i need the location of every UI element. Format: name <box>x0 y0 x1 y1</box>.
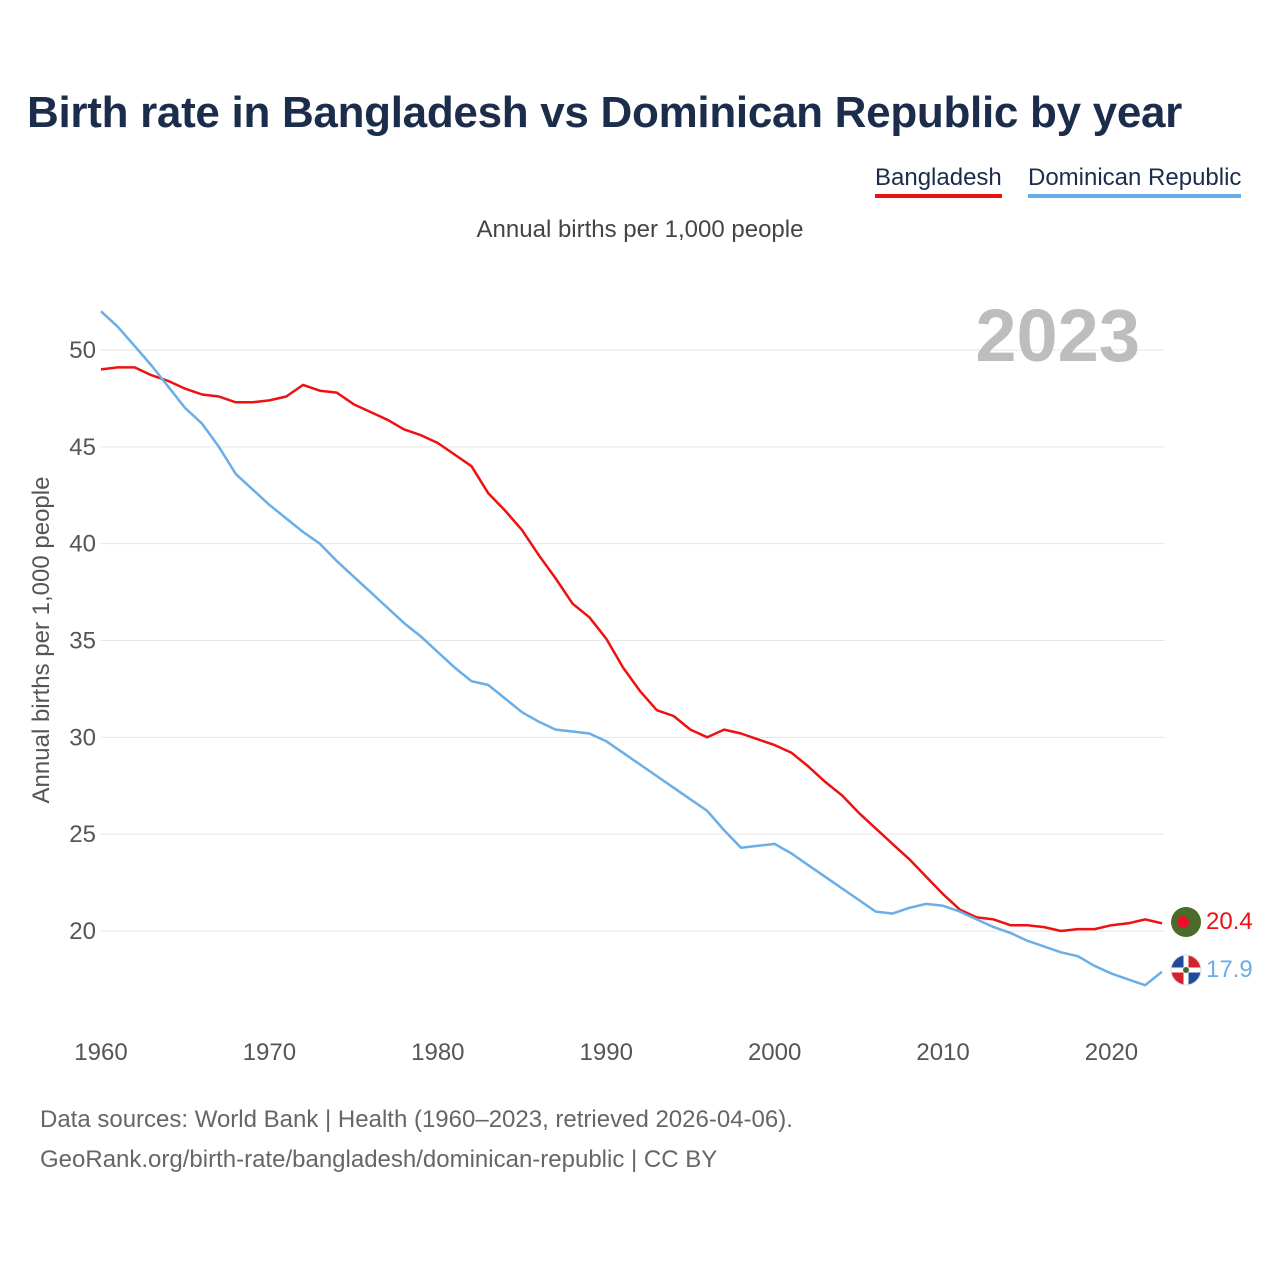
y-tick-label: 35 <box>69 628 96 655</box>
dominican-republic-flag-icon <box>1170 954 1202 986</box>
series-lines <box>100 310 1163 987</box>
end-value-label-dominican-republic: 17.9 <box>1206 956 1253 983</box>
x-tick-label: 2010 <box>916 1039 969 1066</box>
y-tick-label: 25 <box>69 821 96 848</box>
y-tick-label: 30 <box>69 724 96 751</box>
x-tick-label: 2000 <box>748 1039 801 1066</box>
year-watermark: 2023 <box>975 294 1140 377</box>
legend-item-bangladesh[interactable]: Bangladesh <box>875 164 1002 198</box>
series-line-dominican-republic[interactable] <box>100 310 1163 987</box>
x-tick-label: 1960 <box>74 1039 127 1066</box>
chart-title: Birth rate in Bangladesh vs Dominican Re… <box>27 88 1182 137</box>
bangladesh-flag-icon <box>1171 907 1201 937</box>
source-note: Data sources: World Bank | Health (1960–… <box>40 1106 793 1133</box>
series-line-bangladesh[interactable] <box>100 366 1163 933</box>
x-tick-label: 2020 <box>1085 1039 1138 1066</box>
grid-lines <box>101 349 1165 932</box>
x-tick-labels: 1960 1970 1980 1990 2000 2010 2020 <box>74 1039 1138 1066</box>
chart-subtitle: Annual births per 1,000 people <box>476 216 804 243</box>
y-tick-label: 40 <box>69 531 96 558</box>
end-value-label-bangladesh: 20.4 <box>1206 908 1253 935</box>
legend-item-dominican-republic[interactable]: Dominican Republic <box>1028 164 1242 198</box>
x-tick-label: 1980 <box>411 1039 464 1066</box>
y-tick-label: 50 <box>69 337 96 364</box>
x-tick-label: 1970 <box>243 1039 296 1066</box>
source-link[interactable]: GeoRank.org/birth-rate/bangladesh/domini… <box>40 1146 718 1173</box>
y-tick-label: 45 <box>69 434 96 461</box>
x-tick-label: 1990 <box>580 1039 633 1066</box>
y-tick-label: 20 <box>69 918 96 945</box>
y-tick-labels: 20 25 30 35 40 45 50 <box>69 337 96 945</box>
